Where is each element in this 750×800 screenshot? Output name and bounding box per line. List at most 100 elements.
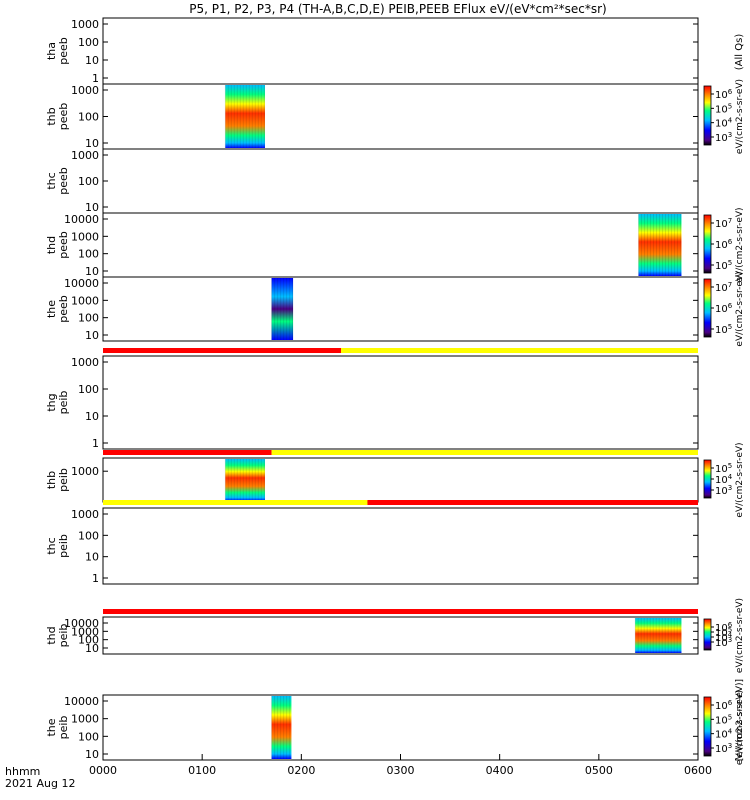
y-tick-label: 1000	[71, 294, 99, 307]
spectrogram-burst	[635, 618, 682, 653]
colorbar-tick-label: 106	[715, 302, 733, 315]
y-tick-label: 1000	[71, 625, 99, 638]
y-axis-label-probe: the	[45, 718, 58, 736]
colorbar-tick-label: 103	[715, 742, 732, 755]
hhmm-label: hhmm	[5, 765, 40, 778]
x-tick-label: 0200	[287, 764, 315, 777]
y-axis-label-instrument: peeb	[57, 103, 70, 131]
colorbar-tick-label: 105	[715, 713, 732, 726]
y-axis-label-probe: thb	[45, 471, 58, 489]
colorbar-tick-label: 103	[715, 636, 732, 649]
y-tick-label: 1000	[71, 84, 99, 97]
y-tick-label: 10000	[64, 213, 99, 226]
y-tick-label: 100	[78, 529, 99, 542]
panel-thg-peib: 1000 100 10 1 thg peib	[45, 348, 699, 450]
flag-bar-segment	[103, 450, 272, 455]
colorbar-tick-label: 106	[715, 699, 733, 712]
y-axis-label-probe: thd	[45, 236, 58, 254]
colorbar-units-label: eV/(cm2-s-sr-eV)	[735, 271, 745, 346]
spectrogram-burst	[225, 85, 265, 148]
colorbar-units-label: eV/(cm2-s-sr-eV)	[735, 690, 745, 765]
x-tick-label: 0100	[188, 764, 216, 777]
y-axis-label-probe: thd	[45, 626, 58, 644]
y-tick-label: 1000	[71, 149, 99, 162]
colorbar-tick-label: 106	[715, 621, 733, 634]
colorbar-tick-label: 105	[715, 626, 732, 639]
colorbar-tick-label: 105	[715, 259, 732, 272]
flag-bar-segment	[103, 500, 368, 505]
y-tick-label: 10	[85, 54, 99, 67]
y-axis-label-probe: thc	[45, 537, 58, 554]
colorbar	[703, 214, 712, 274]
panel-frame	[102, 17, 699, 85]
panel-tha-peeb: 1000 100 10 1 tha peeb	[45, 17, 699, 85]
y-tick-label: 1000	[71, 508, 99, 521]
colorbar-tick-label: 106	[715, 238, 733, 251]
flag-bar-segment	[271, 450, 698, 455]
colorbar-units-label: eV/(cm2-s-sr-eV)	[735, 442, 745, 517]
panel-frame	[102, 507, 699, 585]
y-axis-label-instrument: peib	[57, 534, 70, 558]
date-label: 2021 Aug 12	[5, 777, 75, 790]
y-tick-label: 100	[78, 111, 99, 124]
y-tick-label: 10	[85, 748, 99, 761]
colorbar	[703, 85, 712, 146]
y-tick-label: 10000	[64, 695, 99, 708]
panel-thd-peeb: 10000 1000 100 10 thd peeb 107 106 105 eV/(cm2-s-…	[45, 207, 745, 282]
y-axis-label-instrument: peeb	[57, 231, 70, 259]
colorbar-tick-label: 106	[715, 88, 733, 101]
flag-bar-segment	[341, 348, 698, 353]
x-tick-label: 0500	[585, 764, 613, 777]
panel-frame	[102, 694, 699, 761]
y-axis-label-instrument: peib	[57, 391, 70, 415]
y-tick-label: 10000	[64, 617, 99, 630]
panel-frame	[102, 355, 699, 450]
x-axis: 0000 0100 0200 0300 0400 0500 0600	[89, 754, 712, 777]
y-axis-label-instrument: peib	[57, 624, 70, 648]
y-tick-label: 100	[78, 634, 99, 647]
y-tick-label: 10	[85, 410, 99, 423]
y-axis-label-probe: tha	[45, 42, 58, 60]
panel-frame	[102, 276, 699, 342]
colorbar	[703, 618, 712, 651]
y-axis-label-probe: thb	[45, 107, 58, 125]
colorbar-units-bracket-label: [eV/(cm2-s-sr-eV)]	[735, 679, 745, 761]
x-tick-label: 0000	[89, 764, 117, 777]
y-axis-label-probe: thg	[45, 393, 58, 411]
spectrogram-burst	[638, 214, 682, 276]
y-tick-label: 100	[78, 383, 99, 396]
y-tick-label: 1000	[71, 713, 99, 726]
x-tick-label: 0300	[387, 764, 415, 777]
colorbar-tick-label: 104	[715, 117, 733, 130]
colorbar-tick-label: 104	[715, 728, 733, 741]
y-tick-label: 10	[85, 137, 99, 150]
y-tick-label: 100	[78, 175, 99, 188]
colorbar	[703, 278, 712, 338]
y-axis-label-instrument: peeb	[57, 37, 70, 65]
flag-bar-segment	[367, 500, 698, 505]
spectrogram-burst	[225, 459, 265, 501]
y-tick-label: 1000	[71, 230, 99, 243]
panel-frame	[102, 83, 699, 150]
y-tick-label: 100	[78, 730, 99, 743]
y-tick-label: 10000	[64, 277, 99, 290]
y-tick-label: 10	[85, 201, 99, 214]
y-axis-label-instrument: peeb	[57, 295, 70, 323]
y-tick-label: 10	[85, 551, 99, 564]
y-tick-label: 100	[78, 312, 99, 325]
y-tick-label: 100	[78, 248, 99, 261]
panel-frame	[102, 616, 699, 655]
panel-frame	[102, 457, 699, 503]
y-tick-label: 100	[78, 36, 99, 49]
y-tick-label: 1	[92, 572, 99, 585]
y-axis-label-instrument: peeb	[57, 167, 70, 195]
flag-bar-segment	[103, 348, 341, 353]
y-tick-label: 1	[92, 72, 99, 85]
colorbar	[703, 696, 712, 757]
colorbar-tick-label: 103	[715, 131, 732, 144]
colorbar-tick-label: 105	[715, 102, 732, 115]
panel-frame	[102, 148, 699, 214]
